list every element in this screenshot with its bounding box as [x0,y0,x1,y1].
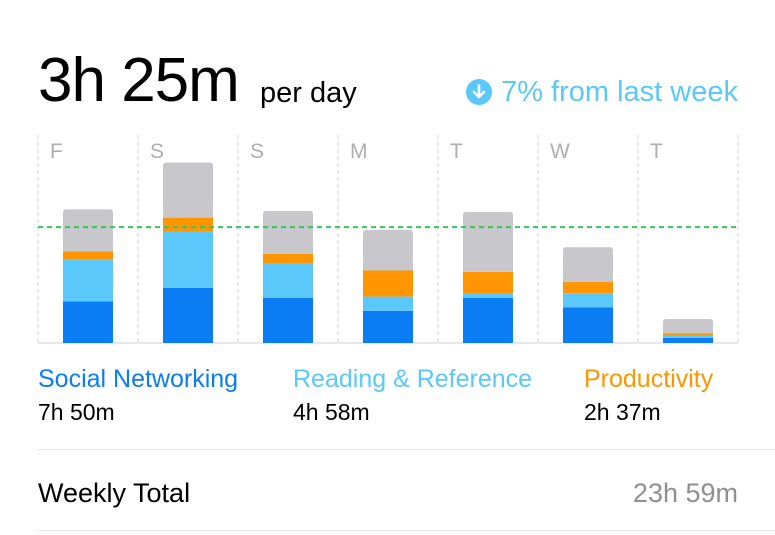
bar-segment-social-networking [163,287,213,343]
day-bar[interactable] [263,210,313,343]
weekly-change: 7% from last week [466,75,738,109]
bar-segment-other [463,211,513,272]
legend-social-networking[interactable]: Social Networking 7h 50m [38,364,238,434]
summary-header: 3h 25m per day 7% from last week [38,46,738,116]
bar-segment-reading-reference [363,296,413,311]
bar-segment-social-networking [63,301,113,343]
bar-segment-social-networking [663,337,713,343]
bar-segment-social-networking [263,297,313,343]
weekly-change-text: 7% from last week [501,76,738,108]
bar-segment-other [263,210,313,254]
bar-segment-other [363,229,413,271]
day-label: W [550,140,570,163]
legend-label: Reading & Reference [293,365,533,393]
legend-reading-reference[interactable]: Reading & Reference 4h 58m [293,364,532,434]
day-bar[interactable] [563,247,613,343]
day-bar[interactable] [163,162,213,343]
bar-segment-productivity [263,253,313,264]
bar-segment-other [63,209,113,252]
divider [38,449,775,450]
bar-segment-productivity [63,251,113,260]
bar-segment-reading-reference [63,259,113,302]
arrow-down-circle-icon [466,79,493,105]
bar-segment-reading-reference [263,263,313,298]
bar-segment-other [663,318,713,334]
bar-segment-productivity [663,333,713,336]
bar-segment-other [163,162,213,218]
daily-average-unit: per day [260,77,357,109]
bar-segment-reading-reference [163,231,213,288]
day-label: T [650,140,663,163]
legend-value: 7h 50m [38,399,115,425]
day-label: S [150,140,164,163]
bar-segment-productivity [463,271,513,294]
legend-productivity[interactable]: Productivity 2h 37m [584,364,713,434]
bar-segment-reading-reference [563,293,613,308]
legend-label: Social Networking [38,365,239,393]
weekly-total-row[interactable]: Weekly Total 23h 59m [38,474,738,512]
bar-segment-social-networking [563,307,613,343]
bar-segment-productivity [163,217,213,232]
bar-segment-other [563,247,613,283]
weekly-total-label: Weekly Total [38,478,191,508]
bar-segment-productivity [363,270,413,297]
daily-average: 3h 25m [38,46,240,115]
day-bar[interactable] [663,318,713,343]
bar-segment-social-networking [363,310,413,343]
day-label: S [250,140,264,163]
weekly-total-value: 23h 59m [632,478,738,508]
bar-segment-reading-reference [463,293,513,298]
legend-value: 4h 58m [293,399,370,425]
bar-segment-reading-reference [663,335,713,338]
legend-label: Productivity [584,365,714,393]
day-label: M [350,140,368,163]
day-bar[interactable] [63,209,113,343]
day-label: F [50,140,63,163]
bar-segment-productivity [563,282,613,294]
bar-segment-social-networking [463,297,513,343]
day-bar[interactable] [463,211,513,343]
day-bar[interactable] [363,229,413,343]
day-label: T [450,140,463,163]
divider [38,530,775,531]
legend-value: 2h 37m [584,399,661,425]
